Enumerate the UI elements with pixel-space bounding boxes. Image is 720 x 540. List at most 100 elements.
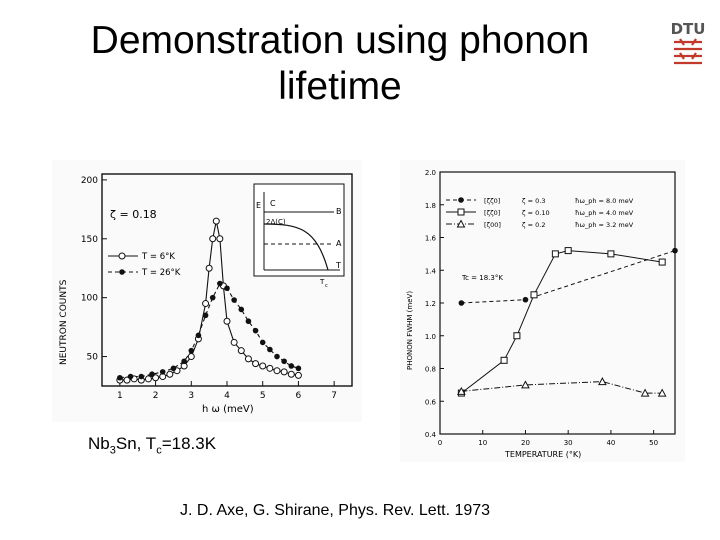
inset-label-tc-sub: c [325,283,328,289]
left-point [245,318,252,325]
left-x-tick-label: 1 [117,391,123,401]
left-y-axis-label: NEUTRON COUNTS [59,279,69,365]
right-legend-marker [458,197,464,203]
left-point [123,376,131,384]
right-x-tick-label: 40 [606,439,615,447]
left-point [202,300,210,308]
right-legend-dir: [ζζ0] [484,197,500,205]
left-point [288,363,295,369]
inset-label-c: C [270,199,276,208]
left-x-tick-label: 6 [296,391,302,401]
left-point [274,353,280,360]
left-point [170,365,177,372]
right-legend-dir: [ζ00] [484,221,501,229]
left-y-ticks: 50 100 150 200 [81,176,107,363]
left-point [117,374,123,381]
citation: J. D. Axe, G. Shirane, Phys. Rev. Lett. … [180,502,491,519]
right-legend-energy: ħω_ph = 3.2 meV [575,221,634,229]
right-legend-marker [456,219,466,228]
left-x-tick-label: 5 [260,391,266,401]
left-point [149,371,155,378]
left-point [259,339,266,346]
gap-inset: E C 2Δ(C) B A T T c [253,183,345,289]
right-y-tick-label: 0.6 [425,398,437,406]
right-point [522,296,529,303]
right-legend-zeta: ζ = 0.3 [522,197,545,205]
right-legend: [ζζ0] ζ = 0.3 ħω_ph = 8.0 meV [ζζ0] ζ = 0.10… [446,197,634,229]
right-x-tick-label: 0 [438,439,442,447]
left-point [205,264,213,272]
caption-prefix: Nb [88,434,110,453]
left-point [212,217,220,225]
left-x-tick-label: 7 [331,391,337,401]
right-x-tick-label: 50 [649,439,658,447]
neutron-counts-chart: 50 100 150 200 1 2 3 4 5 6 7 NEUTRON COUNTS h ω (… [52,160,362,422]
right-x-tick-label: 30 [564,439,573,447]
slide-title: Demonstration using phonon lifetime [40,18,640,110]
left-legend-label: T = 26°K [141,268,181,278]
right-legend-energy: ħω_ph = 8.0 meV [575,197,634,205]
left-x-tick-label: 3 [188,391,194,401]
left-point [152,374,160,382]
left-y-tick-label: 100 [81,294,98,304]
left-point [224,285,230,292]
right-point [564,247,572,255]
logo-text: DTU [671,20,706,38]
right-y-ticks: 0.4 0.6 0.8 1.0 1.2 1.4 1.6 1.8 2.0 [425,169,444,439]
right-x-ticks: 0 10 20 30 40 50 [438,430,658,447]
left-point [209,235,217,243]
caption-mid: Sn, T [115,434,157,453]
right-x-axis-label: TEMPERATURE (°K) [504,450,581,459]
left-point [188,347,195,354]
left-point [280,368,288,376]
right-annotation-tc: Tc = 18.3°K [461,274,503,282]
left-point [159,369,166,375]
right-y-tick-label: 0.8 [425,366,436,374]
left-point [287,370,295,378]
right-x-tick-label: 20 [521,439,530,447]
left-point [237,347,245,355]
right-legend-zeta: ζ = 0.10 [522,209,550,217]
left-legend: T = 6°K T = 26°K [108,252,181,278]
left-annotation-zeta: ζ = 0.18 [110,208,157,221]
phonon-fwhm-chart: 0.40.60.81.01.21.41.61.82.0 0 10 20 30 40 50 … [400,160,685,462]
caption-sub-c: c [156,444,162,457]
left-point [231,297,237,303]
right-legend-energy: ħω_ph = 4.0 meV [575,209,634,217]
left-point [267,346,273,353]
title-line-1: Demonstration using phonon [90,19,590,62]
left-point [138,373,145,380]
dtu-logo: DTU [671,20,706,65]
material-caption: Nb3Sn, Tc=18.3K [88,434,216,456]
inset-label-tc: T [319,278,325,286]
left-x-axis-label: h ω (meV) [202,404,254,415]
left-point [202,312,209,319]
left-legend-marker [119,269,125,275]
left-point [266,364,274,372]
right-x-tick-label: 10 [478,439,487,447]
right-point [530,291,538,299]
left-point [259,362,267,370]
left-y-tick-label: 50 [87,353,99,363]
left-point [230,338,238,346]
inset-label-e: E [256,201,261,210]
left-legend-marker [118,252,126,260]
right-y-tick-label: 1.0 [425,333,436,341]
right-point [457,386,466,395]
right-y-axis-label: PHONON FWHM (meV) [406,291,414,370]
right-point [658,258,666,266]
left-point [295,365,302,372]
left-point [244,355,252,363]
left-point [216,235,224,243]
left-point [294,371,302,379]
right-curve-2 [461,381,663,394]
inset-label-t-axis: T [335,261,341,270]
left-x-tick-label: 4 [224,391,230,401]
inset-label-gap: 2Δ(C) [266,218,286,226]
right-point [607,250,615,258]
inset-label-a: A [336,239,342,248]
left-curve-1 [119,282,299,379]
right-point [458,300,465,306]
left-point [127,373,134,380]
right-series [457,247,678,397]
